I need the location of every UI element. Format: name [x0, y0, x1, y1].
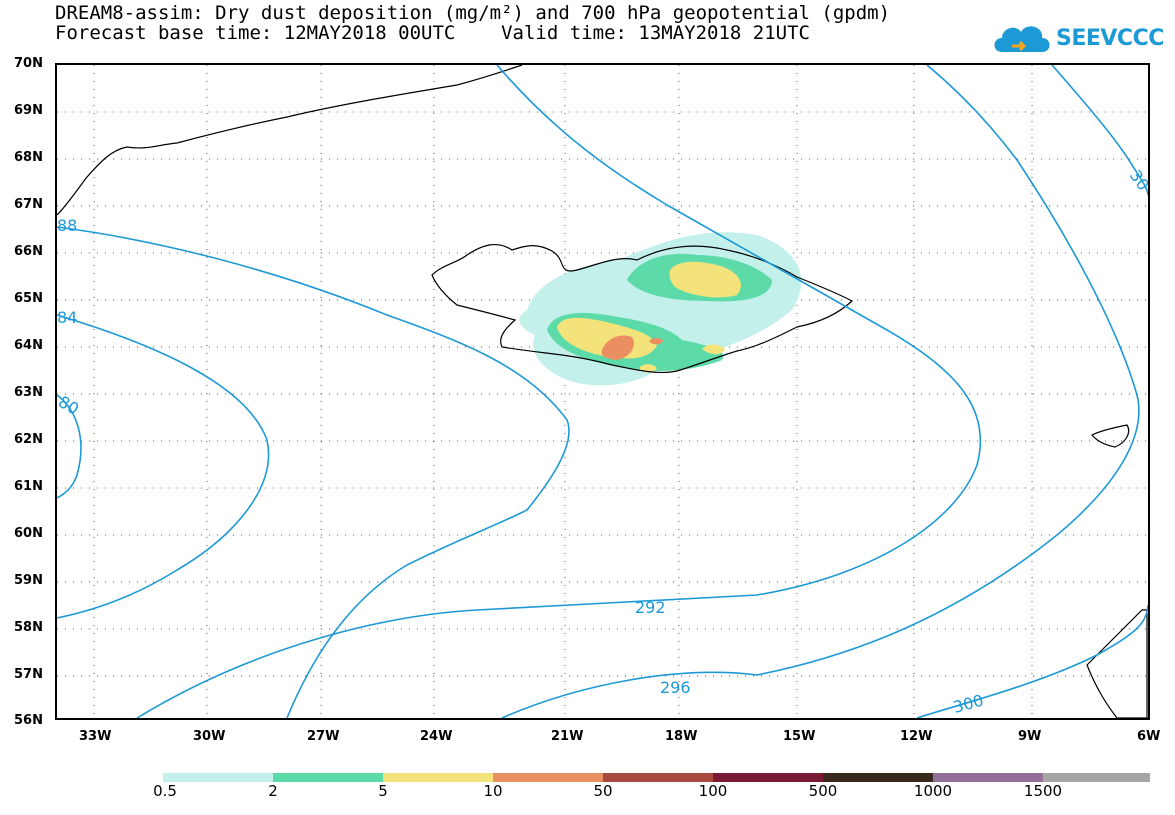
- contour-30x: [1051, 65, 1148, 196]
- lon-label: 24W: [420, 729, 453, 744]
- legend-swatch-5: [713, 773, 823, 782]
- lat-label: 60N: [14, 526, 43, 541]
- lon-label: 15W: [783, 729, 816, 744]
- lat-label: 61N: [14, 479, 43, 494]
- scotland-coast: [1086, 609, 1148, 718]
- contour-labels: 88 84 80 292 296 300 30: [57, 166, 1148, 716]
- contour-292: [136, 65, 982, 718]
- lat-label: 62N: [14, 432, 43, 447]
- legend-swatch-7: [933, 773, 1043, 782]
- legend-swatch-8: [1043, 773, 1150, 782]
- lon-label: 21W: [551, 729, 584, 744]
- map-title: DREAM8-assim: Dry dust deposition (mg/m²…: [55, 3, 890, 43]
- legend-swatch-1: [273, 773, 383, 782]
- contour-296: [501, 65, 1140, 718]
- dust-shading: [519, 232, 802, 386]
- map-panel: 88 84 80 292 296 300 30: [55, 63, 1150, 720]
- legend-swatch-3: [493, 773, 603, 782]
- lon-label: 12W: [900, 729, 933, 744]
- lat-label: 58N: [14, 620, 43, 635]
- cloud-logo-icon: [994, 26, 1050, 52]
- contour-280: [57, 394, 82, 499]
- lat-label: 59N: [14, 573, 43, 588]
- lon-label: 27W: [307, 729, 340, 744]
- lat-label: 65N: [14, 291, 43, 306]
- lat-label: 56N: [14, 713, 43, 728]
- lon-label: 6W: [1137, 729, 1161, 744]
- dust-area-5c: [702, 344, 725, 355]
- dust-area-10a: [601, 335, 634, 360]
- seevccc-logo: SEEVCCC: [990, 18, 1164, 58]
- contour-label-284: 84: [57, 308, 77, 327]
- legend-label: 500: [808, 782, 838, 800]
- lon-label: 33W: [79, 729, 112, 744]
- coastlines: [57, 65, 1148, 718]
- contour-284: [57, 314, 270, 619]
- contour-label-30x: 30: [1126, 166, 1148, 194]
- contour-label-280: 80: [57, 392, 82, 419]
- map-canvas: 88 84 80 292 296 300 30: [57, 65, 1148, 718]
- legend-label: 0.5: [153, 782, 177, 800]
- faroe-coast: [1091, 424, 1130, 448]
- contour-label-300: 300: [951, 691, 985, 717]
- lon-label: 30W: [193, 729, 226, 744]
- legend-swatch-6: [823, 773, 933, 782]
- contour-label-292: 292: [635, 598, 666, 617]
- lat-label: 68N: [14, 150, 43, 165]
- lat-label: 63N: [14, 385, 43, 400]
- lat-label: 70N: [14, 56, 43, 71]
- lat-label: 67N: [14, 197, 43, 212]
- lon-label: 18W: [665, 729, 698, 744]
- legend-swatch-2: [383, 773, 493, 782]
- contour-label-296: 296: [660, 678, 691, 697]
- legend-label: 1500: [1023, 782, 1063, 800]
- greenland-coast: [57, 65, 523, 216]
- legend-swatch-0: [163, 773, 273, 782]
- title-line-1: DREAM8-assim: Dry dust deposition (mg/m²…: [55, 2, 891, 24]
- legend-swatch-4: [603, 773, 713, 782]
- legend-label: 50: [593, 782, 613, 800]
- dust-area-10b: [649, 338, 663, 345]
- lat-label: 66N: [14, 244, 43, 259]
- legend-label: 10: [483, 782, 503, 800]
- logo-text: SEEVCCC: [1056, 25, 1164, 51]
- lat-label: 64N: [14, 338, 43, 353]
- geopotential-contours: [57, 65, 1148, 718]
- legend-label: 1000: [913, 782, 953, 800]
- legend-label: 100: [698, 782, 728, 800]
- lat-label: 57N: [14, 667, 43, 682]
- lat-label: 69N: [14, 103, 43, 118]
- title-line-2: Forecast base time: 12MAY2018 00UTC Vali…: [55, 22, 810, 44]
- dust-area-5a: [669, 261, 741, 298]
- lon-label: 9W: [1018, 729, 1042, 744]
- iceland-coast: [431, 243, 854, 374]
- legend-label: 5: [378, 782, 388, 800]
- contour-288: [57, 226, 570, 718]
- contour-300: [916, 604, 1148, 718]
- contour-label-288: 88: [57, 216, 77, 235]
- legend-label: 2: [268, 782, 278, 800]
